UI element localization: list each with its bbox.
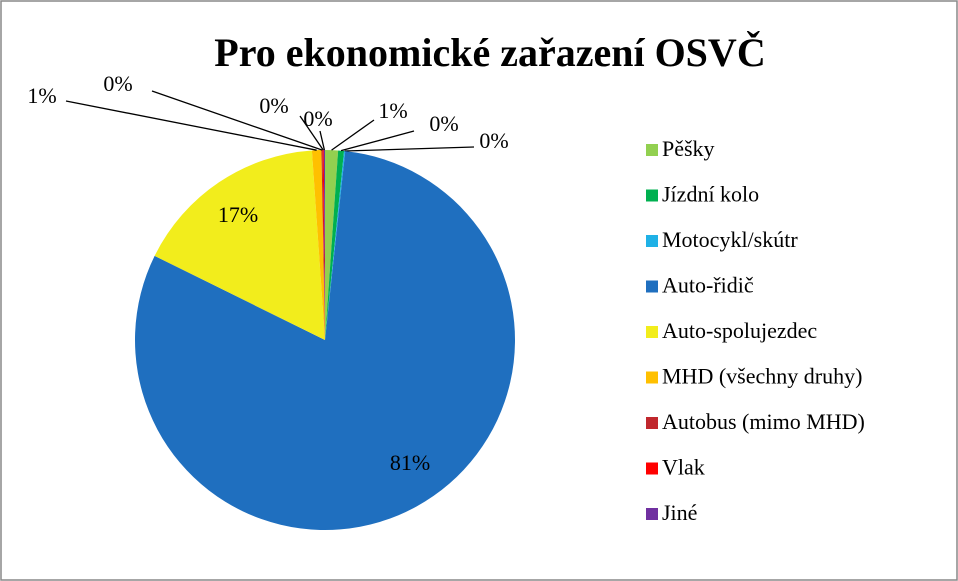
legend-swatch: [646, 508, 658, 520]
leader-line: [299, 115, 324, 151]
legend-label: Motocykl/skútr: [662, 227, 798, 252]
legend-label: Jízdní kolo: [662, 182, 759, 207]
legend-swatch: [646, 417, 658, 429]
legend-label: Vlak: [662, 455, 705, 480]
legend-swatch: [646, 235, 658, 247]
legend-swatch: [646, 371, 658, 384]
leader-line: [344, 146, 475, 152]
legend-label: Auto-řidič: [662, 273, 754, 298]
leader-line: [65, 100, 317, 151]
chart-title: Pro ekonomické zařazení OSVČ: [214, 30, 765, 75]
pie-slice: [325, 150, 345, 340]
leader-line: [331, 119, 375, 151]
pie-slice: [325, 150, 339, 340]
data-label: 1%: [27, 83, 56, 108]
legend-swatch: [646, 280, 658, 293]
legend-label: MHD (všechny druhy): [662, 364, 862, 389]
pie-slice: [325, 150, 346, 340]
pie-slice: [311, 150, 325, 340]
data-label: 81%: [390, 450, 430, 475]
data-label: 0%: [103, 71, 132, 96]
leader-line: [340, 130, 415, 152]
pie-slice: [322, 150, 325, 340]
legend-swatch: [646, 144, 658, 156]
pie-slice: [154, 150, 325, 340]
leader-line: [151, 90, 323, 151]
pie-slice: [321, 150, 325, 340]
legend-label: Jiné: [662, 500, 697, 525]
legend-swatch: [646, 326, 658, 338]
pie-slice: [134, 151, 516, 530]
legend-label: Autobus (mimo MHD): [662, 409, 865, 434]
data-label: 0%: [303, 106, 332, 131]
leader-line: [319, 130, 326, 151]
legend-swatch: [646, 189, 658, 202]
data-label: 0%: [259, 93, 288, 118]
legend-swatch: [646, 462, 658, 475]
data-label: 0%: [429, 111, 458, 136]
pie-slice: [323, 150, 325, 340]
legend-label: Auto-spolujezdec: [662, 318, 817, 343]
data-label: 0%: [479, 128, 508, 153]
legend-label: Pěšky: [662, 136, 715, 161]
data-label: 1%: [378, 98, 407, 123]
data-label: 17%: [218, 202, 258, 227]
